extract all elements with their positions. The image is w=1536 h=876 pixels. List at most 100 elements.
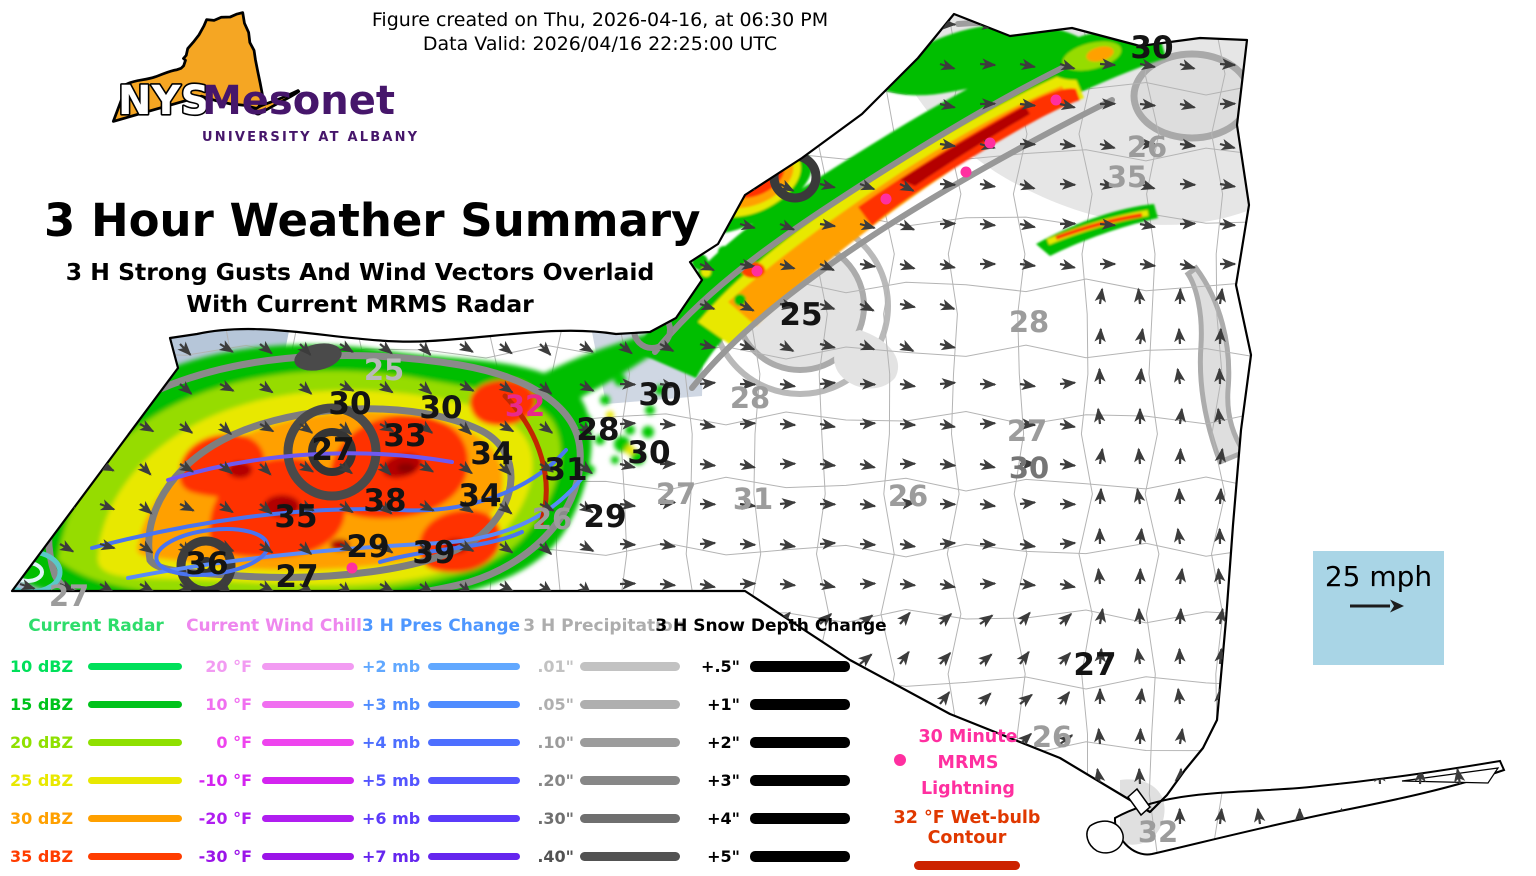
wind-vector-arrow: [537, 541, 553, 555]
wind-vector-arrow: [457, 421, 473, 436]
logo-tagline-text: UNIVERSITY AT ALBANY: [202, 130, 419, 145]
state-outline-stroke: [10, 12, 1253, 814]
wind-vector-arrow: [99, 379, 116, 391]
wind-vector-arrow: [979, 418, 997, 430]
wind-vector-arrow: [939, 218, 957, 230]
wind-vector-arrow: [659, 339, 675, 352]
wind-vector-arrow: [1179, 178, 1197, 190]
wind-vector-arrow: [937, 613, 953, 627]
wind-vector-arrow: [619, 458, 636, 471]
wind-vector-arrow: [417, 541, 433, 555]
wind-vector-arrow: [1259, 218, 1277, 231]
wind-vector-arrow: [1214, 727, 1226, 745]
wind-vector-arrow: [179, 499, 195, 512]
wind-vector-arrow: [98, 580, 114, 593]
figure-created-line: Figure created on Thu, 2026-04-16, at 06…: [371, 9, 829, 31]
wind-vector-arrow: [59, 459, 76, 471]
wind-vector-arrow: [619, 378, 637, 390]
wind-vector-arrow: [1454, 807, 1466, 825]
wind-vector-arrow: [699, 578, 717, 591]
wind-vector-arrow: [1059, 178, 1077, 190]
wind-vector-arrow: [1174, 607, 1186, 625]
wind-vector-arrow: [1213, 767, 1226, 785]
wind-vector-arrow: [979, 458, 996, 471]
wind-vector-arrow: [939, 178, 957, 190]
wind-vector-arrow: [859, 339, 876, 351]
wind-vector-arrow: [699, 378, 717, 390]
gust-label: 27: [1007, 414, 1047, 448]
wind-vector-arrow: [977, 653, 993, 668]
wind-vector-arrow: [1453, 767, 1466, 785]
wind-vector-arrow: [19, 419, 36, 431]
wind-vector-arrow: [297, 541, 313, 555]
wind-vector-arrow: [1219, 58, 1237, 70]
wind-vector-arrow: [339, 539, 355, 552]
wind-vector-arrow: [739, 378, 757, 390]
wind-vector-arrow: [698, 734, 714, 748]
gust-label: 33: [383, 418, 426, 454]
wind-vector-arrow: [497, 461, 512, 476]
wind-vector-arrow: [258, 540, 274, 554]
gust-label: 27: [311, 432, 354, 468]
wind-vector-arrow: [819, 458, 837, 470]
gust-label: 28: [1009, 305, 1049, 339]
gust-label: 32: [505, 389, 545, 423]
county-boundary-line: [12, 740, 1504, 756]
lightning-strikes: [346, 94, 1062, 574]
wind-vector-arrow: [257, 500, 273, 515]
wind-vector-arrow: [1059, 578, 1077, 591]
wind-vector-arrow: [1333, 767, 1346, 785]
wind-vector-arrow: [1059, 458, 1077, 470]
wind-vector-arrow: [699, 458, 717, 470]
wind-vector-arrow: [1139, 58, 1157, 71]
wind-vector-arrow: [658, 693, 673, 708]
wind-vector-arrow: [939, 18, 957, 30]
wind-vector-arrow: [858, 614, 874, 628]
wind-vector-arrow: [1019, 578, 1037, 590]
wind-vector-arrow: [1099, 58, 1117, 70]
wind-vector-arrow: [899, 378, 917, 390]
wind-vector-arrow: [1219, 218, 1237, 230]
wet-bulb-label: 32 °F Wet-bulb Contour: [893, 808, 1041, 848]
wind-vector-arrow: [59, 419, 76, 432]
wind-vector-arrow: [899, 219, 916, 231]
wind-vector-arrow: [1019, 498, 1037, 510]
wind-vector-arrow: [537, 341, 552, 356]
wind-vector-arrow: [138, 380, 154, 394]
wind-vector-arrow: [298, 420, 314, 434]
wind-vector-arrow: [619, 538, 637, 550]
wind-vector-arrow: [739, 458, 756, 471]
wind-vector-arrow: [737, 692, 752, 707]
wind-vector-arrow: [1059, 59, 1076, 71]
wind-vector-arrow: [656, 650, 670, 666]
wind-vector-arrow: [59, 498, 76, 511]
wind-vector-arrow: [1059, 378, 1077, 390]
wind-vector-arrow: [1094, 447, 1106, 465]
wind-vector-arrow: [979, 538, 997, 550]
wind-vector-arrow: [337, 421, 353, 436]
wind-vector-arrow: [1017, 732, 1033, 747]
wind-vector-arrow: [779, 498, 797, 510]
wind-vector-arrow: [537, 381, 553, 395]
wind-vector-arrow: [699, 538, 717, 550]
wind-vector-arrow: [1059, 218, 1077, 230]
wind-vector-arrow: [378, 380, 394, 394]
wind-vector-arrow: [218, 340, 234, 353]
wind-vector-arrow: [1214, 367, 1226, 385]
long-island-fill: [1114, 761, 1504, 855]
wind-vector-arrow: [697, 613, 713, 627]
wind-vector-arrow: [178, 420, 194, 434]
wind-vector-arrow: [177, 381, 193, 395]
wind-vector-arrow: [1094, 727, 1106, 745]
wind-vector-arrow: [1093, 767, 1106, 785]
wind-vector-arrow: [1214, 607, 1227, 625]
wind-vector-arrow: [19, 379, 36, 391]
wind-vector-arrow: [939, 59, 956, 71]
wind-vector-arrow: [1174, 487, 1186, 505]
wind-vector-arrow: [857, 653, 873, 668]
gust-label: 30: [328, 386, 371, 422]
wind-vector-arrow: [899, 498, 917, 510]
wind-vector-arrow: [979, 218, 997, 230]
wind-vector-arrow: [939, 299, 956, 311]
wind-vector-arrow: [59, 380, 75, 393]
